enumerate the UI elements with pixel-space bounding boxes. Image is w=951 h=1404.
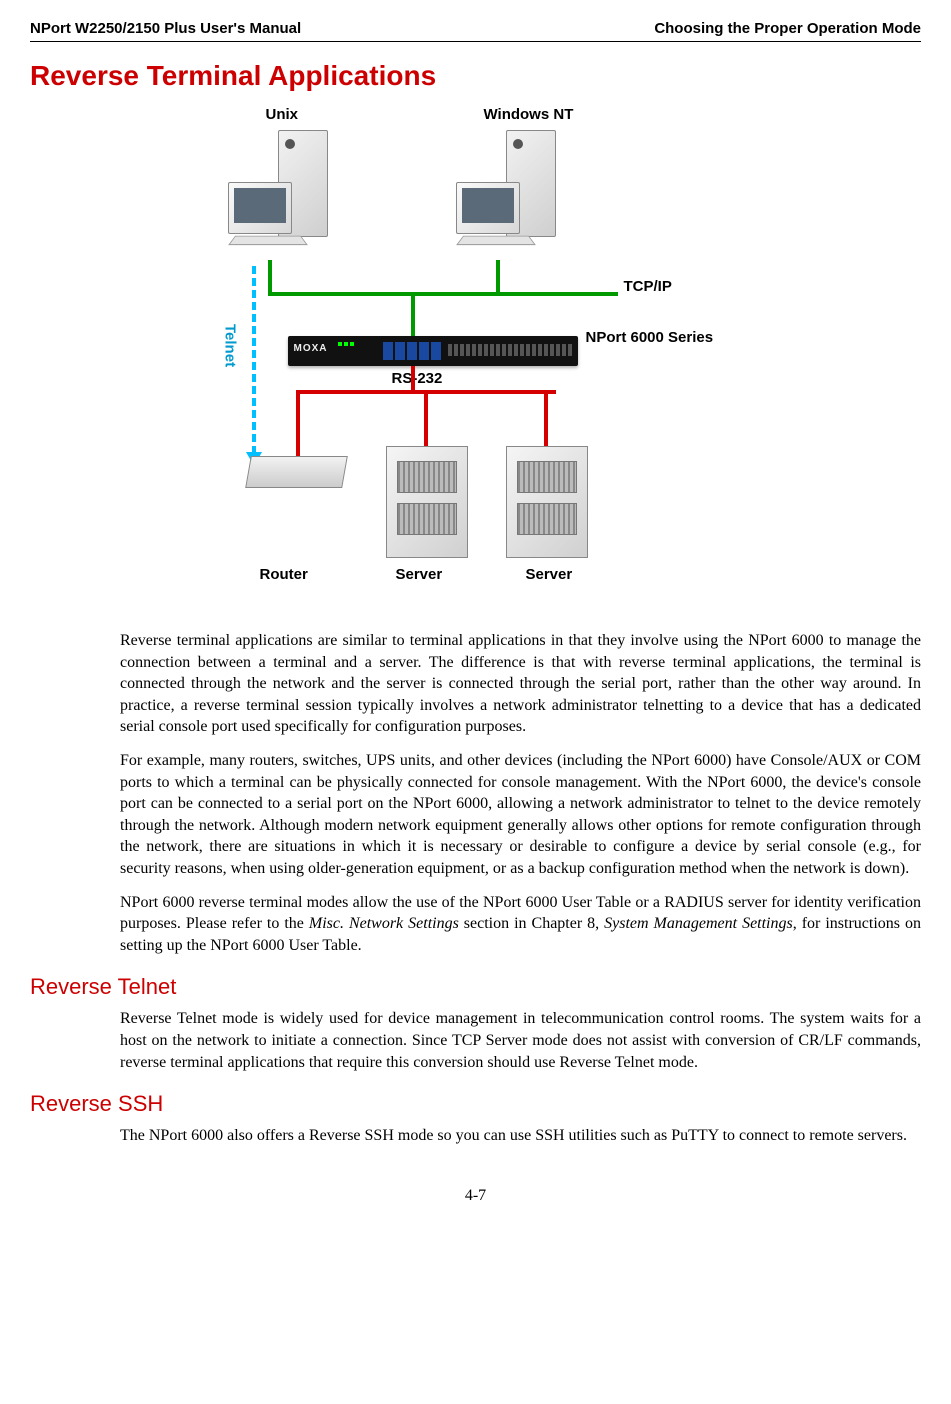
nport-label: NPort 6000 Series: [586, 330, 714, 347]
ethernet-drop-mid: [411, 292, 415, 338]
page-number: 4-7: [30, 1187, 921, 1205]
windows-label: Windows NT: [484, 106, 574, 123]
serial-drop-router: [296, 390, 300, 458]
header-right: Choosing the Proper Operation Mode: [654, 20, 921, 37]
rs232-label: RS-232: [392, 370, 443, 387]
reverse-ssh-body: The NPort 6000 also offers a Reverse SSH…: [30, 1125, 921, 1147]
server2-label: Server: [526, 566, 573, 583]
router-icon: [245, 456, 348, 488]
page-header: NPort W2250/2150 Plus User's Manual Choo…: [30, 20, 921, 42]
paragraph-2: For example, many routers, switches, UPS…: [30, 750, 921, 880]
p3-text-b: section in Chapter 8,: [459, 915, 604, 932]
p3-italic-1: Misc. Network Settings: [309, 915, 459, 932]
serial-drop-server2: [544, 390, 548, 448]
paragraph-1: Reverse terminal applications are simila…: [30, 630, 921, 738]
reverse-telnet-heading: Reverse Telnet: [30, 974, 921, 1000]
p3-italic-2: System Management Settings: [604, 915, 793, 932]
telnet-label: Telnet: [222, 324, 239, 367]
ethernet-drop-left: [268, 260, 272, 296]
nport-device-icon: [288, 336, 578, 366]
serial-drop-server1: [424, 390, 428, 448]
windows-computer-icon: [456, 130, 556, 260]
nport-label-text: NPort 6000 Series: [586, 329, 714, 346]
router-label: Router: [260, 566, 308, 583]
server1-label: Server: [396, 566, 443, 583]
server2-icon: [506, 446, 588, 558]
reverse-telnet-body: Reverse Telnet mode is widely used for d…: [30, 1008, 921, 1073]
server1-icon: [386, 446, 468, 558]
unix-computer-icon: [228, 130, 328, 260]
telnet-line: [252, 266, 256, 454]
unix-label: Unix: [266, 106, 299, 123]
ethernet-line: [268, 292, 618, 296]
reverse-ssh-heading: Reverse SSH: [30, 1091, 921, 1117]
serial-drop-device: [411, 366, 415, 392]
reverse-terminal-diagram: Unix Windows NT TCP/IP Telnet NPort 6000…: [196, 106, 756, 616]
tcpip-label: TCP/IP: [624, 278, 672, 295]
header-left: NPort W2250/2150 Plus User's Manual: [30, 20, 301, 37]
ethernet-drop-right: [496, 260, 500, 296]
paragraph-3: NPort 6000 reverse terminal modes allow …: [30, 892, 921, 957]
page-title: Reverse Terminal Applications: [30, 60, 921, 92]
